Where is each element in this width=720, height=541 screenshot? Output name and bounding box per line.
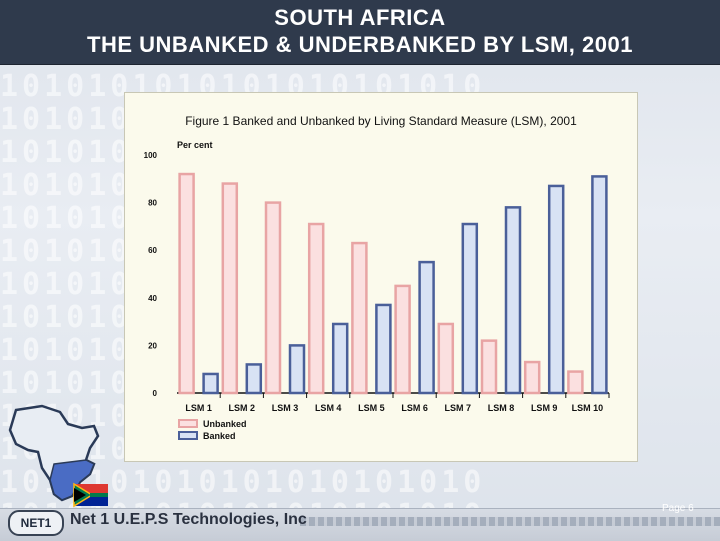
bar-banked-lsm1 [202, 372, 219, 395]
x-tick-label: LSM 1 [185, 403, 212, 413]
bar-unbanked-lsm8 [480, 339, 498, 395]
x-tick-label: LSM 6 [401, 403, 428, 413]
x-tick-label: LSM 4 [315, 403, 342, 413]
x-tick-label: LSM 3 [272, 403, 299, 413]
page-title-line1: SOUTH AFRICA [274, 5, 446, 30]
africa-map-icon [8, 404, 108, 508]
x-tick-label: LSM 9 [531, 403, 558, 413]
page-title-line2: THE UNBANKED & UNDERBANKED BY LSM, 2001 [87, 32, 633, 57]
legend-label-banked: Banked [203, 431, 236, 441]
bar-banked-lsm9 [547, 184, 565, 395]
bar-banked-lsm10 [591, 175, 608, 395]
south-africa-flag-icon [73, 482, 108, 508]
chart-panel: Figure 1 Banked and Unbanked by Living S… [124, 92, 638, 462]
x-tick-label: LSM 2 [229, 403, 256, 413]
legend-label-unbanked: Unbanked [203, 419, 247, 429]
x-tick-label: LSM 10 [572, 403, 604, 413]
header-bar: SOUTH AFRICA THE UNBANKED & UNDERBANKED … [0, 0, 720, 65]
x-tick-label: LSM 5 [358, 403, 385, 413]
bar-banked-lsm4 [331, 322, 349, 395]
company-name: Net 1 U.E.P.S Technologies, Inc [70, 511, 307, 528]
bar-unbanked-lsm9 [523, 360, 541, 395]
y-axis-label: Per cent [177, 140, 213, 150]
bar-unbanked-lsm4 [307, 222, 325, 395]
bar-banked-lsm8 [504, 206, 522, 395]
y-tick-label: 40 [148, 294, 157, 303]
y-tick-label: 20 [148, 341, 157, 350]
y-tick-label: 0 [153, 389, 158, 398]
bar-chart: Per cent 0 20 40 60 80 100 LSM 1 LSM 2 LSM 3 LSM 4… [144, 140, 610, 441]
bar-banked-lsm2 [245, 363, 263, 395]
net1-logo: NET1 [8, 510, 64, 536]
bar-unbanked-lsm7 [437, 322, 455, 395]
legend-swatch-banked [178, 431, 198, 440]
x-tick-label: LSM 8 [488, 403, 515, 413]
y-tick-label: 80 [148, 199, 157, 208]
y-tick-label: 100 [144, 151, 158, 160]
bar-banked-lsm6 [418, 260, 435, 395]
bar-banked-lsm3 [288, 344, 306, 395]
bar-unbanked-lsm2 [221, 182, 239, 395]
chart-title: Figure 1 Banked and Unbanked by Living S… [185, 114, 577, 128]
bar-unbanked-lsm10 [567, 370, 584, 395]
page-number: Page 6 [662, 503, 694, 514]
legend-swatch-unbanked [178, 419, 198, 428]
bar-banked-lsm7 [461, 222, 479, 395]
bar-unbanked-lsm6 [394, 284, 411, 395]
bar-unbanked-lsm5 [351, 241, 368, 395]
x-tick-label: LSM 7 [445, 403, 472, 413]
footer-stripe [300, 517, 720, 526]
bar-unbanked-lsm1 [178, 172, 195, 395]
y-tick-label: 60 [148, 246, 157, 255]
bar-unbanked-lsm3 [264, 201, 282, 395]
bar-banked-lsm5 [375, 303, 392, 395]
